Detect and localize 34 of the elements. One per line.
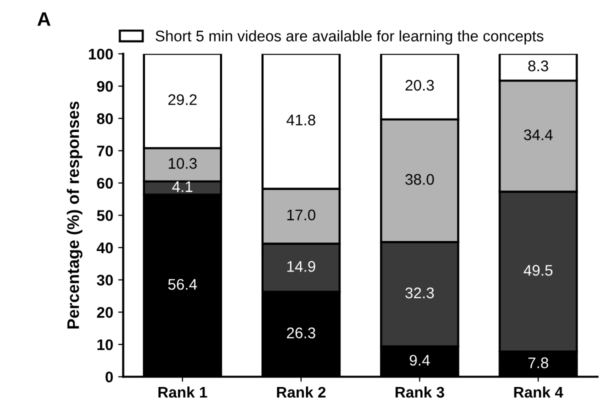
data-label: 32.3 <box>405 288 434 298</box>
y-tick-label: 10 <box>97 339 113 350</box>
y-tick-label: 0 <box>106 372 113 382</box>
data-label: 20.3 <box>406 80 434 91</box>
data-label: 38.0 <box>405 174 434 185</box>
x-tick-label: Rank 3 <box>396 386 444 398</box>
data-label: 29.2 <box>168 94 197 106</box>
data-label: 14.9 <box>287 261 316 272</box>
data-label: 49.5 <box>524 264 552 276</box>
y-tick-label: 80 <box>96 113 113 124</box>
y-tick-label: 20 <box>97 307 113 318</box>
x-tick-label: Rank 4 <box>514 386 564 398</box>
data-label: 8.3 <box>528 60 548 72</box>
data-label: 4.1 <box>172 181 192 192</box>
data-label: 34.4 <box>524 129 553 140</box>
y-axis-title: Percentage (%) of responses <box>66 102 82 329</box>
y-tick-label: 40 <box>96 242 113 254</box>
y-tick-label: 60 <box>97 178 113 189</box>
data-label: 41.8 <box>286 114 316 126</box>
x-tick-label: Rank 2 <box>277 386 326 398</box>
legend-label: Short 5 min videos are available for learning the concepts <box>156 30 544 44</box>
data-label: 7.8 <box>528 357 548 368</box>
data-label: 56.4 <box>168 278 197 290</box>
data-label: 10.3 <box>168 158 197 169</box>
y-tick-label: 70 <box>97 146 113 156</box>
data-label: 17.0 <box>287 210 316 220</box>
x-tick-label: Rank 1 <box>158 386 208 398</box>
data-label: 9.4 <box>410 354 430 366</box>
y-tick-label: 30 <box>96 274 113 286</box>
chart-title: A <box>37 12 50 26</box>
data-label: 26.3 <box>286 328 316 338</box>
y-tick-label: 90 <box>97 80 113 92</box>
y-tick-label: 50 <box>96 210 113 221</box>
y-tick-label: 100 <box>88 48 113 60</box>
